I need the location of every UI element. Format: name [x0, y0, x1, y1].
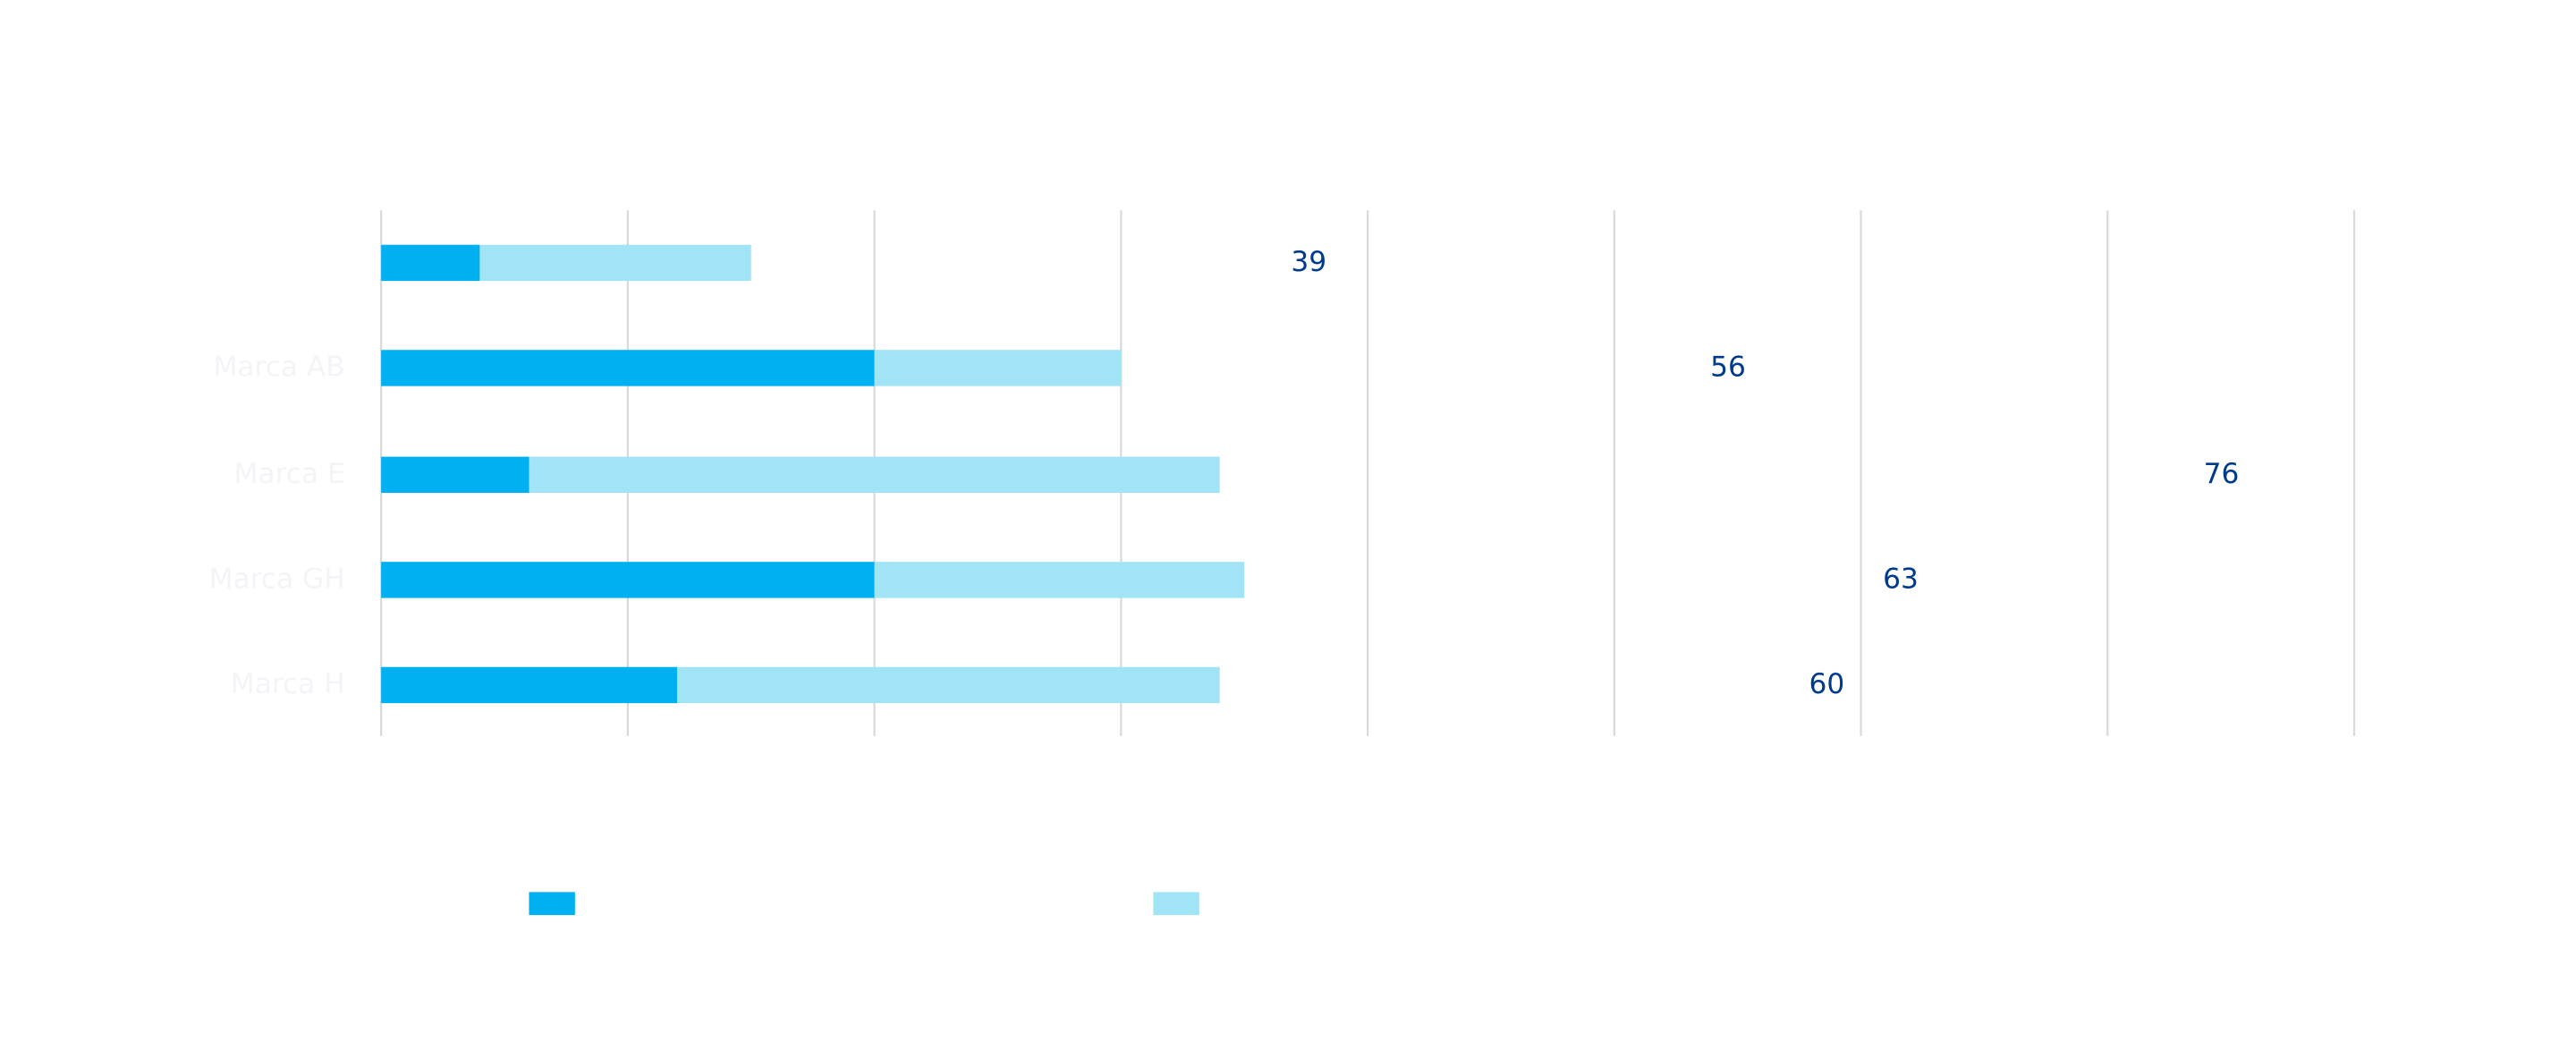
data-label-bg	[1277, 242, 1337, 283]
data-label: 76	[2204, 458, 2240, 490]
legend-swatch	[1153, 892, 1199, 916]
category-label: Marca GH	[209, 563, 345, 595]
bar-segment	[381, 666, 678, 704]
category-label: Marca H	[231, 668, 345, 700]
bar-segment	[381, 244, 480, 282]
bar-segment	[677, 666, 1220, 704]
data-label-bg	[2190, 454, 2250, 495]
data-label-bg	[1696, 348, 1756, 388]
legend-swatch	[529, 892, 575, 916]
data-label: 60	[1809, 668, 1844, 700]
category-label: Marca E	[234, 458, 345, 490]
bar-segment	[381, 456, 530, 494]
data-label: 39	[1291, 246, 1326, 278]
bar-segment	[529, 456, 1220, 494]
category-label: Marca AB	[213, 351, 344, 383]
bar-segment	[874, 562, 1245, 598]
data-label: 63	[1883, 563, 1919, 595]
data-label-bg	[1795, 665, 1855, 705]
data-label: 56	[1710, 351, 1746, 383]
bar-segment	[381, 350, 875, 386]
data-label-bg	[1868, 560, 1928, 600]
bar-segment	[479, 244, 751, 282]
bar-segment	[381, 562, 875, 598]
bar-segment	[874, 350, 1122, 386]
